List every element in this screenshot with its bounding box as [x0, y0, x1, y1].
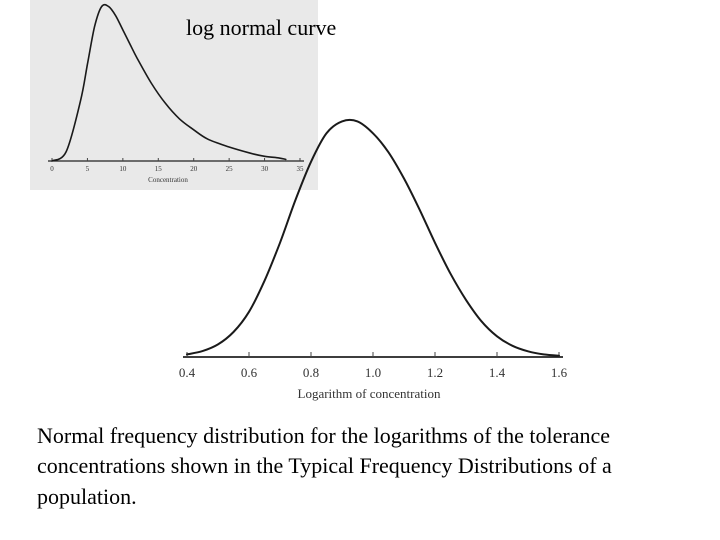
x-axis-label: Logarithm of concentration [298, 386, 441, 401]
figure-caption: Normal frequency distribution for the lo… [37, 423, 612, 509]
x-tick-label: 1.6 [551, 365, 568, 380]
x-tick-label: 0.8 [303, 365, 319, 380]
x-tick-label: 1.2 [427, 365, 443, 380]
x-tick-label: 15 [155, 165, 163, 173]
chart-title: log normal curve [186, 15, 337, 40]
x-tick-label: 1.4 [489, 365, 506, 380]
distribution-curve [186, 118, 560, 357]
x-tick-label: 20 [190, 165, 198, 173]
x-tick-label: 1.0 [365, 365, 381, 380]
normal-chart: 0.4 0.6 0.8 1.0 1.2 1.4 1.6 Logarithm of concen… [179, 118, 568, 401]
x-tick-label: 5 [86, 165, 90, 173]
x-tick-label: 35 [297, 165, 305, 173]
x-tick-label: 10 [119, 165, 127, 173]
distribution-curve [51, 3, 287, 162]
lognormal-chart: 0 5 10 15 20 25 30 35 Concentration [48, 3, 305, 184]
x-axis-label: Concentration [148, 176, 188, 184]
x-tick-label: 0.4 [179, 365, 196, 380]
x-tick-label: 0.6 [241, 365, 258, 380]
x-tick-label: 0 [50, 165, 54, 173]
x-tick-label: 25 [226, 165, 234, 173]
x-tick-label: 30 [261, 165, 269, 173]
scanned-chart-background [30, 0, 318, 190]
